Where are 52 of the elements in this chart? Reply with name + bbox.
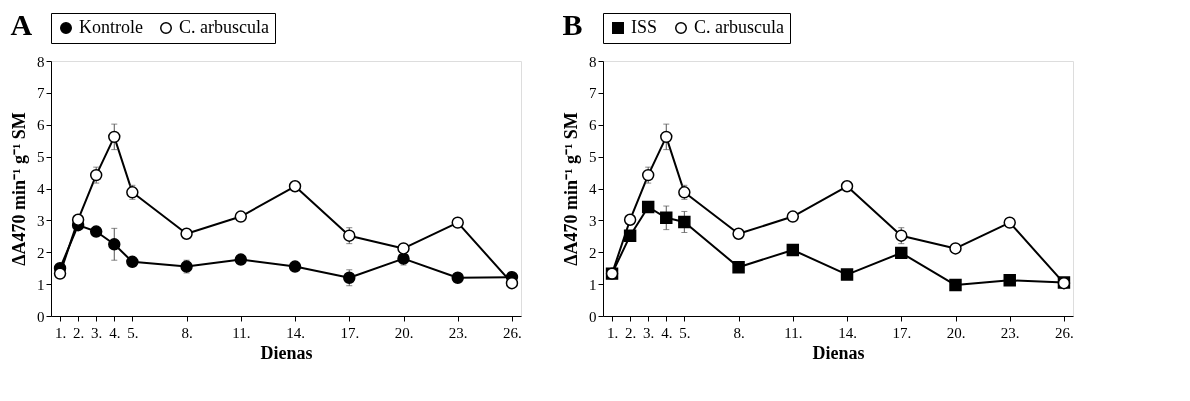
- x-tick-label: 8.: [733, 324, 745, 341]
- x-tick-label: 14.: [286, 324, 305, 341]
- x-tick-label: 11.: [784, 324, 803, 341]
- x-axis-title: Dienas: [812, 342, 865, 363]
- legend-label: C. arbuscula: [179, 17, 269, 37]
- y-tick-label: 5: [37, 149, 45, 166]
- y-tick-label: 5: [589, 149, 597, 166]
- y-tick-label: 6: [589, 117, 597, 134]
- x-tick-label: 26.: [503, 324, 522, 341]
- y-tick-label: 0: [37, 308, 45, 325]
- x-tick-label: 2.: [72, 324, 85, 341]
- y-tick-label: 6: [37, 117, 45, 134]
- x-tick-label: 26.: [1055, 324, 1074, 341]
- x-tick-label: 23.: [448, 324, 468, 341]
- x-tick-label: 20.: [394, 324, 414, 341]
- legend-label: Kontrole: [79, 17, 143, 37]
- x-tick-label: 3.: [643, 324, 655, 341]
- y-axis-title: ΔA470 min⁻¹ g⁻¹ SM: [561, 112, 581, 266]
- x-tick-label: 4.: [109, 324, 121, 341]
- y-tick-label: 4: [37, 181, 45, 197]
- y-axis-title: ΔA470 min⁻¹ g⁻¹ SM: [9, 112, 29, 266]
- y-tick-label: 8: [37, 53, 45, 70]
- y-tick-label: 8: [589, 53, 597, 70]
- chart-title: A: [10, 7, 33, 41]
- x-tick-label: 3.: [91, 324, 103, 341]
- y-tick-label: 2: [37, 244, 45, 261]
- chart-title: B: [562, 7, 583, 41]
- y-tick-label: 1: [37, 276, 45, 293]
- x-tick-label: 23.: [1000, 324, 1020, 341]
- legend-label: C. arbuscula: [694, 17, 784, 37]
- x-tick-label: 20.: [946, 324, 966, 341]
- y-tick-label: 7: [589, 85, 597, 102]
- x-tick-label: 5.: [127, 324, 139, 341]
- x-tick-label: 1.: [606, 324, 619, 341]
- y-tick-label: 3: [37, 212, 45, 229]
- y-tick-label: 1: [589, 276, 597, 293]
- x-tick-label: 17.: [892, 324, 912, 341]
- y-tick-label: 2: [589, 244, 597, 261]
- x-tick-label: 8.: [181, 324, 193, 341]
- x-tick-label: 5.: [679, 324, 691, 341]
- x-tick-label: 2.: [624, 324, 637, 341]
- x-tick-label: 4.: [661, 324, 673, 341]
- legend-label: ISS: [631, 17, 658, 37]
- x-tick-label: 14.: [838, 324, 857, 341]
- y-tick-label: 0: [589, 308, 597, 325]
- x-axis-title: Dienas: [260, 342, 313, 363]
- x-tick-label: 17.: [340, 324, 360, 341]
- y-tick-label: 4: [589, 181, 597, 197]
- x-tick-label: 11.: [232, 324, 251, 341]
- x-tick-label: 1.: [54, 324, 67, 341]
- y-tick-label: 7: [37, 85, 45, 102]
- y-tick-label: 3: [589, 212, 597, 229]
